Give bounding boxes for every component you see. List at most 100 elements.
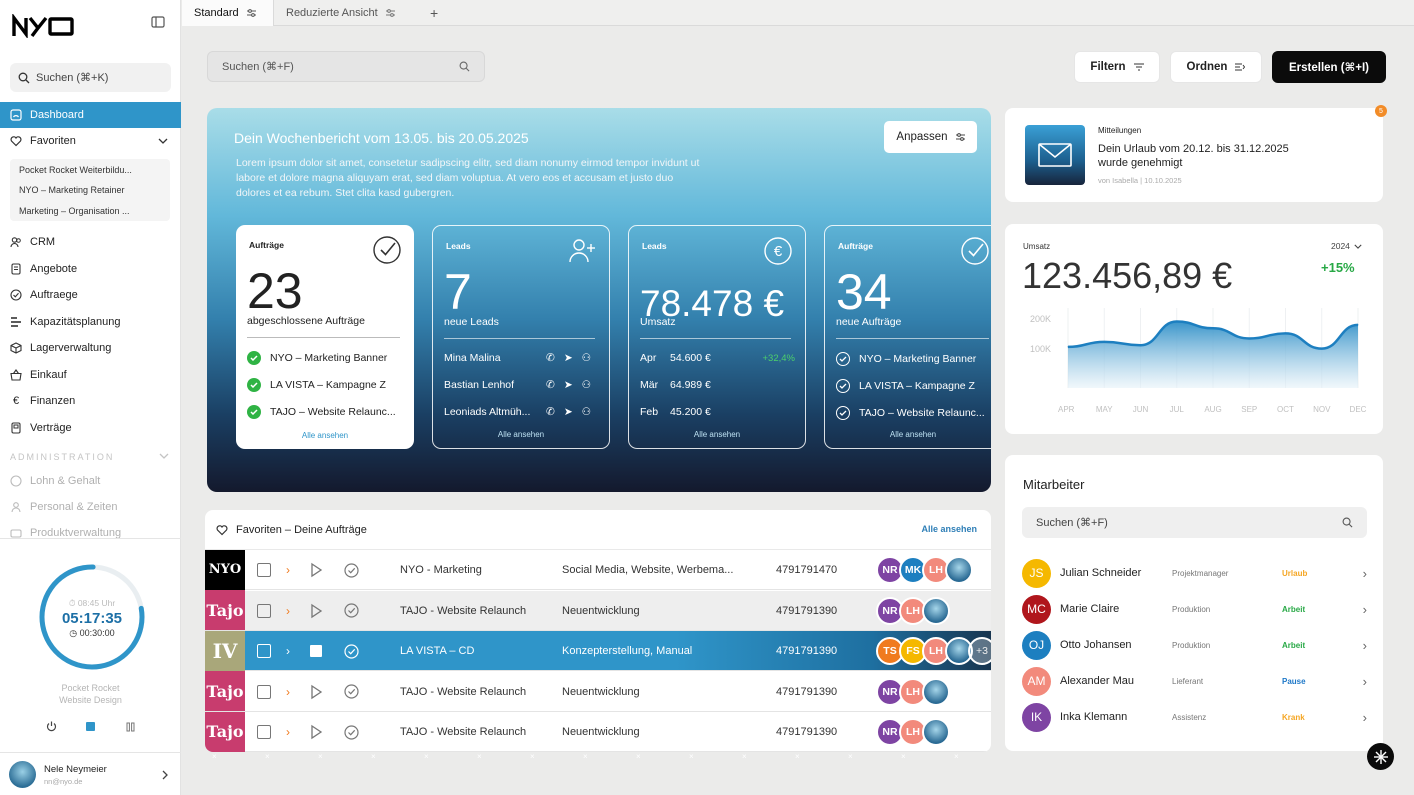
check-circle-icon[interactable] [344, 591, 359, 631]
sidebar-item-lohn[interactable]: Lohn & Gehalt [0, 468, 181, 494]
sidebar-item-vertraege[interactable]: Verträge [0, 415, 181, 441]
sidebar-item-kapazitaetsplanung[interactable]: Kapazitätsplanung [0, 309, 181, 335]
see-all-link[interactable]: Alle ansehen [693, 430, 741, 439]
more-avatars-count[interactable]: +3 [968, 637, 991, 665]
see-all-link[interactable]: Alle ansehen [497, 430, 545, 439]
pause-icon[interactable] [126, 722, 135, 732]
sidebar-item-crm[interactable]: CRM [0, 229, 181, 255]
favorite-item[interactable]: Pocket Rocket Weiterbildu... [19, 165, 132, 175]
person-icon[interactable]: ⚇ [581, 406, 592, 418]
table-row[interactable]: Tajo › TAJO - Website Relaunch Neuentwicklu… [205, 590, 991, 631]
chevron-right-icon[interactable]: › [1362, 673, 1367, 689]
card-row[interactable]: LA VISTA – Kampagne Z [247, 377, 404, 393]
lead-row[interactable]: Mina Malina ✆ ➤ ⚇ [444, 350, 599, 366]
sidebar-item-dashboard[interactable]: Dashboard [0, 102, 181, 128]
power-icon[interactable] [46, 721, 57, 732]
chevron-right-icon[interactable]: › [1362, 565, 1367, 581]
sidebar-item-produktverwaltung[interactable]: Produktverwaltung [0, 520, 181, 538]
table-row[interactable]: IV › LA VISTA – CD Konzepterstellung, Manua… [205, 630, 991, 671]
revenue-card[interactable]: Leads € 78.478 € Umsatz Apr 54.600 € +32,4… [628, 225, 806, 449]
sidebar-item-personal[interactable]: Personal & Zeiten [0, 494, 181, 520]
play-icon[interactable] [308, 550, 324, 590]
notification-card[interactable]: Mitteilungen Dein Urlaub vom 20.12. bis … [1005, 105, 1387, 202]
sidebar-item-einkauf[interactable]: Einkauf [0, 362, 181, 388]
person-icon[interactable]: ⚇ [581, 379, 592, 391]
chevron-right-icon[interactable]: › [1362, 601, 1367, 617]
assignee-avatars[interactable]: NR LH [876, 677, 950, 706]
card-row[interactable]: LA VISTA – Kampagne Z [836, 378, 991, 394]
check-circle-icon[interactable] [344, 672, 359, 712]
create-button[interactable]: Erstellen (⌘+I) [1272, 51, 1386, 83]
sidebar-item-angebote[interactable]: Angebote [0, 256, 181, 282]
row-checkbox[interactable] [257, 712, 271, 752]
play-icon[interactable] [308, 672, 324, 712]
table-row[interactable]: Tajo › TAJO - Website Relaunch Neuentwicklu… [205, 671, 991, 712]
row-checkbox[interactable] [257, 591, 271, 631]
chevron-right-icon[interactable]: › [1362, 709, 1367, 725]
team-member-row[interactable]: MC Marie Claire Produktion Arbeit › [1022, 594, 1367, 624]
sort-button[interactable]: Ordnen [1170, 51, 1262, 83]
sidebar-item-favoriten[interactable]: Favoriten [0, 128, 181, 154]
row-checkbox[interactable] [257, 672, 271, 712]
expand-chevron-icon[interactable]: › [286, 563, 290, 577]
stop-icon[interactable] [308, 631, 324, 671]
tab-standard[interactable]: Standard [182, 0, 274, 26]
adjust-button[interactable]: Anpassen [884, 121, 977, 153]
orders-completed-card[interactable]: Aufträge 23 abgeschlossene Aufträge NYO … [236, 225, 414, 449]
sidebar-item-auftraege[interactable]: Auftraege [0, 282, 181, 308]
sidebar-toggle-icon[interactable] [151, 16, 165, 28]
row-checkbox[interactable] [257, 550, 271, 590]
person-icon[interactable]: ⚇ [581, 352, 592, 364]
sidebar-item-lagerverwaltung[interactable]: Lagerverwaltung [0, 335, 181, 361]
settings-sliders-icon[interactable] [246, 9, 256, 17]
expand-chevron-icon[interactable]: › [286, 725, 290, 739]
team-search-input[interactable]: Suchen (⌘+F) [1022, 507, 1367, 538]
see-all-link[interactable]: Alle ansehen [921, 524, 977, 534]
lead-row[interactable]: Leoniads Altmüh... ✆ ➤ ⚇ [444, 404, 599, 420]
tab-reduzierte-ansicht[interactable]: Reduzierte Ansicht [274, 0, 414, 26]
check-circle-icon[interactable] [344, 631, 359, 671]
sidebar-search[interactable]: Suchen (⌘+K) [10, 63, 171, 92]
nyo-logo[interactable] [12, 14, 76, 38]
expand-chevron-icon[interactable]: › [286, 644, 290, 658]
see-all-link[interactable]: Alle ansehen [301, 431, 349, 440]
row-checkbox[interactable] [257, 631, 271, 671]
favorite-item[interactable]: Marketing – Organisation ... [19, 206, 130, 216]
filter-button[interactable]: Filtern [1074, 51, 1160, 83]
card-row[interactable]: TAJO – Website Relaunc... [247, 404, 404, 420]
phone-icon[interactable]: ✆ [546, 379, 555, 391]
send-icon[interactable]: ➤ [563, 379, 573, 391]
team-member-row[interactable]: OJ Otto Johansen Produktion Arbeit › [1022, 630, 1367, 660]
expand-chevron-icon[interactable]: › [286, 684, 290, 699]
phone-icon[interactable]: ✆ [546, 406, 555, 418]
assistant-button[interactable] [1367, 743, 1394, 770]
assignee-avatars[interactable]: NR LH [876, 596, 950, 625]
see-all-link[interactable]: Alle ansehen [889, 430, 937, 439]
favorite-item[interactable]: NYO – Marketing Retainer [19, 185, 125, 195]
send-icon[interactable]: ➤ [563, 406, 573, 418]
play-icon[interactable] [308, 712, 324, 752]
year-select[interactable]: 2024 [1331, 241, 1362, 251]
chevron-down-icon[interactable] [158, 138, 168, 144]
add-tab-button[interactable]: + [418, 0, 446, 26]
assignee-avatars[interactable]: NR MK LH [876, 556, 973, 584]
card-row[interactable]: NYO – Marketing Banner [836, 351, 991, 367]
check-circle-icon[interactable] [344, 550, 359, 590]
stop-icon[interactable] [86, 722, 95, 731]
assignee-avatars[interactable]: NR LH [876, 718, 950, 746]
table-row[interactable]: NYO › NYO - Marketing Social Media, Website… [205, 549, 991, 590]
chevron-down-icon[interactable] [159, 453, 169, 459]
team-member-row[interactable]: JS Julian Schneider Projektmanager Urlaub › [1022, 558, 1367, 588]
expand-chevron-icon[interactable]: › [286, 603, 290, 618]
check-circle-icon[interactable] [344, 712, 359, 752]
chevron-right-icon[interactable]: › [1362, 637, 1367, 653]
sidebar-item-finanzen[interactable]: € Finanzen [0, 388, 181, 414]
send-icon[interactable]: ➤ [563, 352, 573, 364]
search-input[interactable]: Suchen (⌘+F) [207, 51, 485, 82]
play-icon[interactable] [308, 591, 324, 631]
team-member-row[interactable]: IK Inka Klemann Assistenz Krank › [1022, 702, 1367, 732]
card-row[interactable]: NYO – Marketing Banner [247, 350, 404, 366]
new-orders-card[interactable]: Aufträge 34 neue Aufträge NYO – Marketin… [824, 225, 991, 449]
table-row[interactable]: Tajo › TAJO - Website Relaunch Neuentwicklu… [205, 711, 991, 752]
settings-sliders-icon[interactable] [385, 9, 395, 17]
